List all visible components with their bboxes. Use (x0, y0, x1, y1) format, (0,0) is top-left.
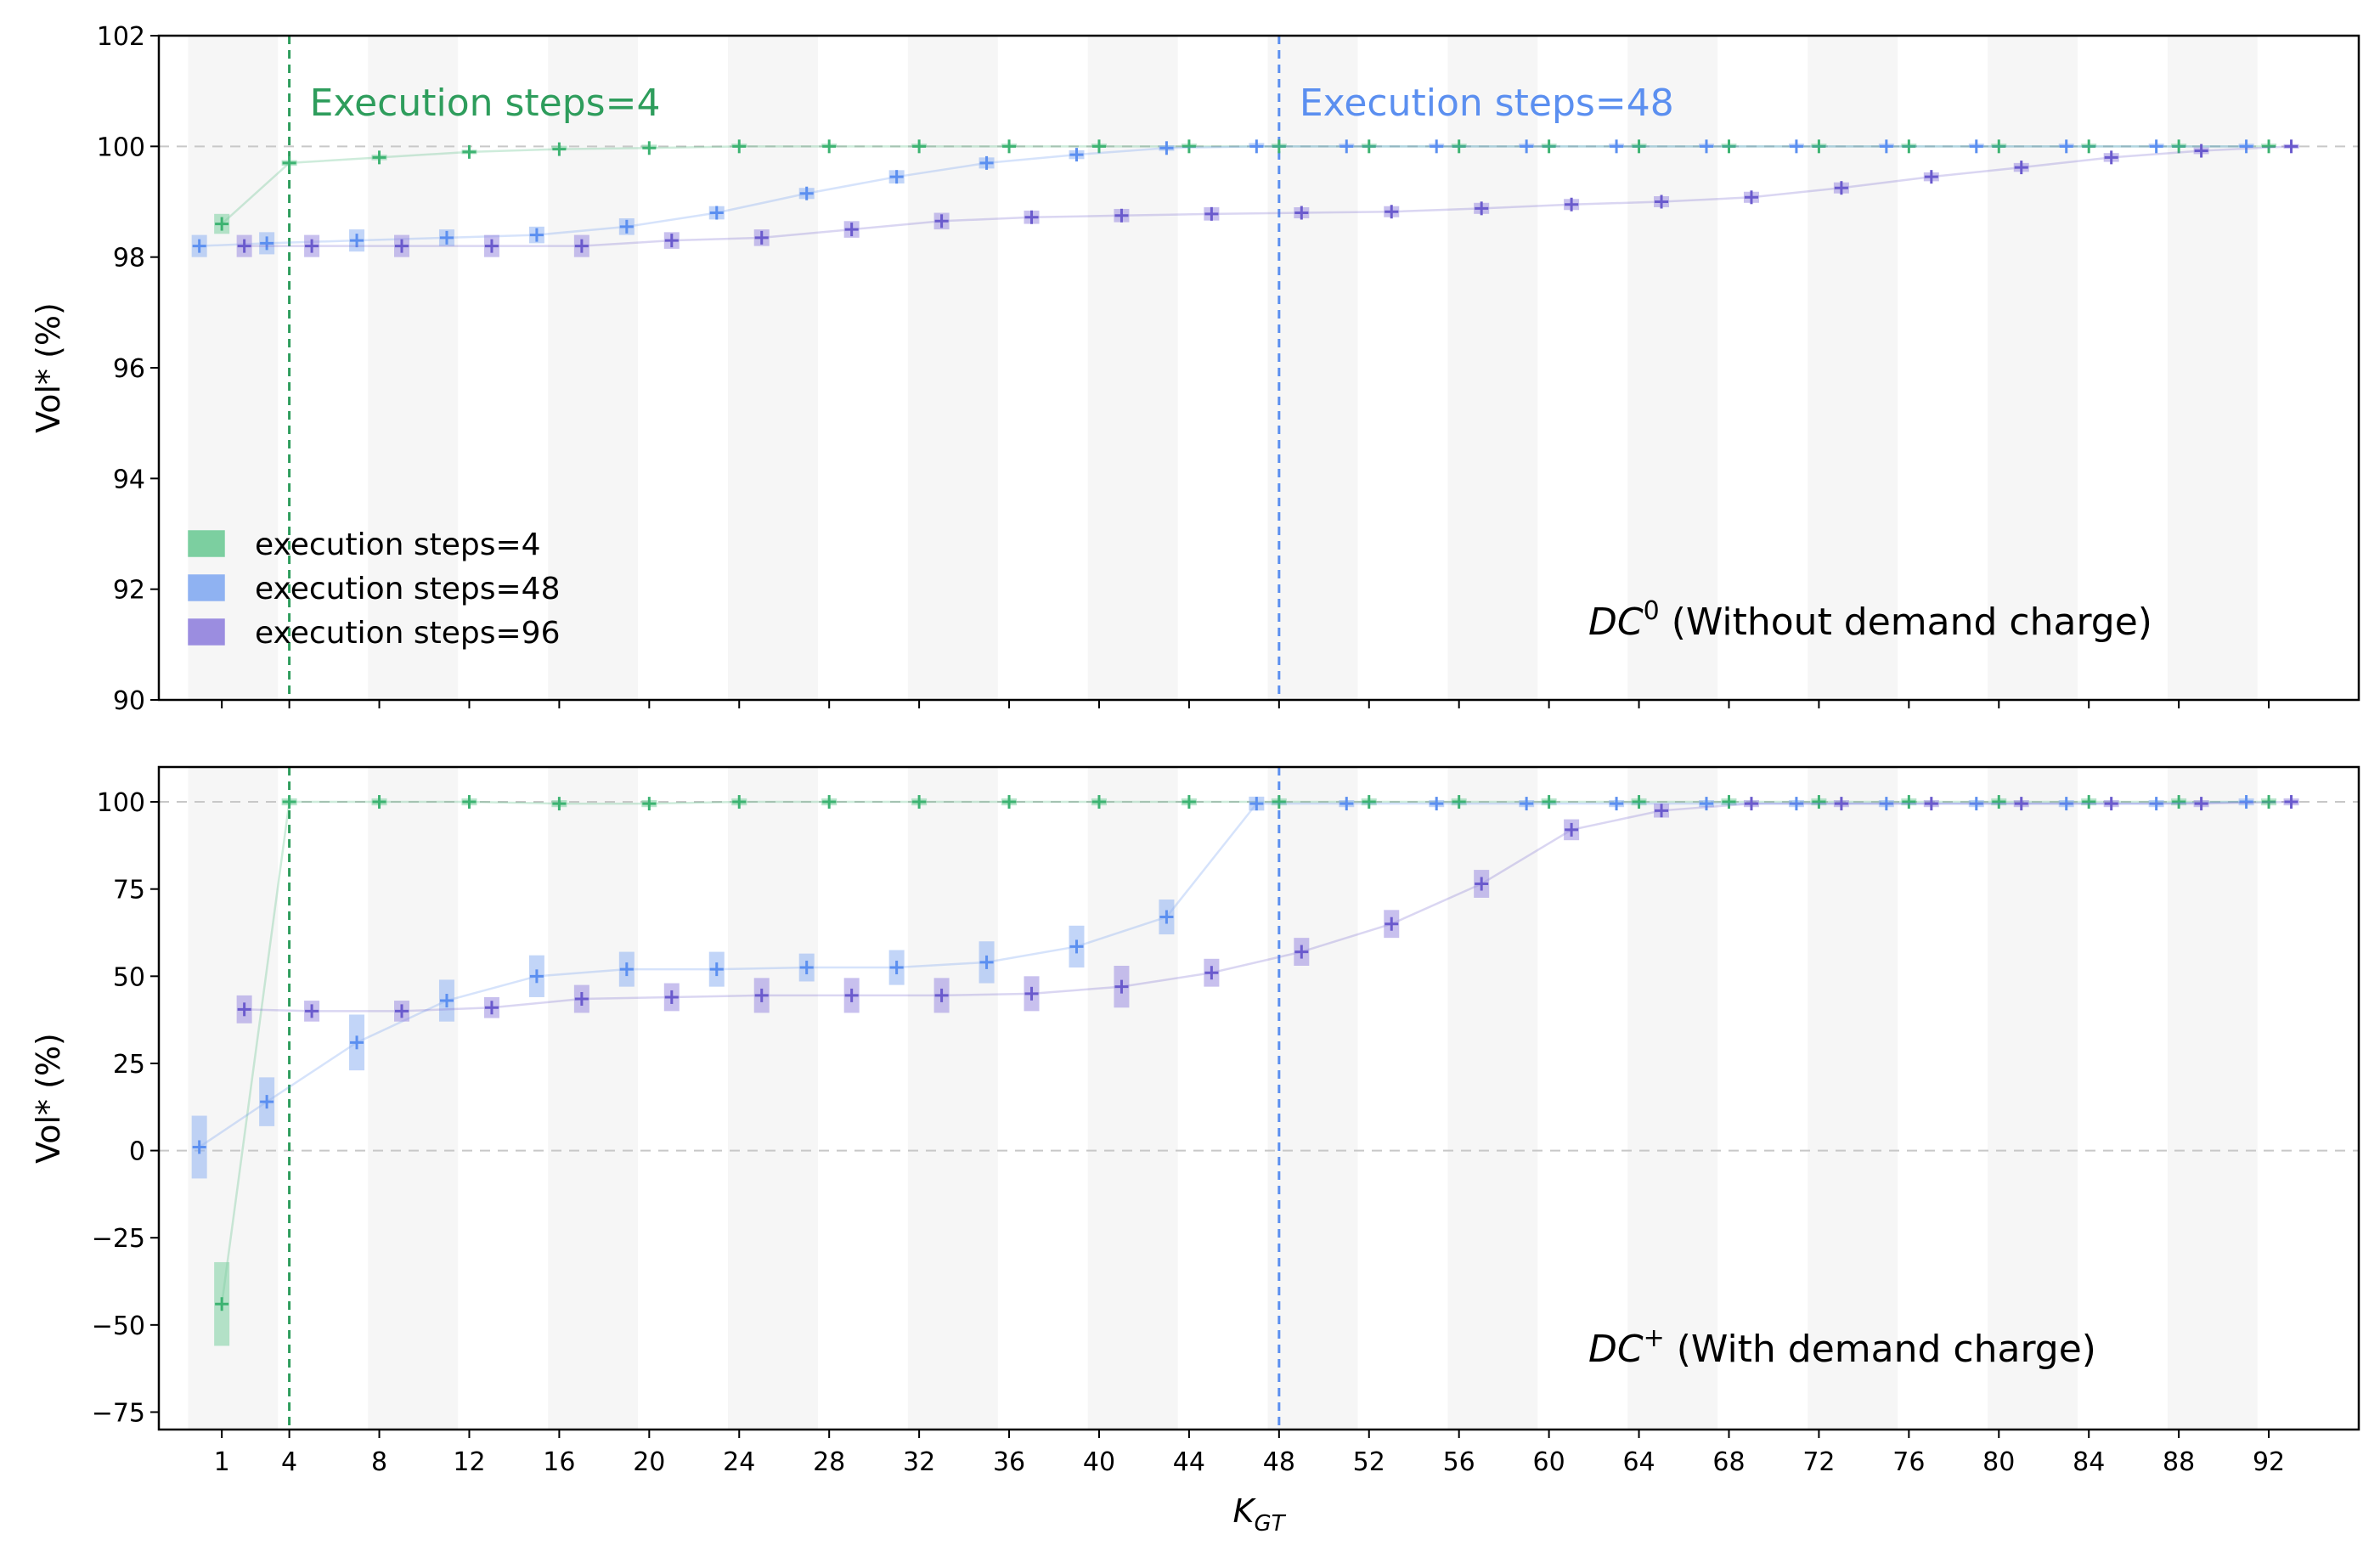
x-tick-label-48: 48 (1263, 1447, 1295, 1477)
x-tick-label-40: 40 (1083, 1447, 1115, 1477)
x-tick-label-68: 68 (1712, 1447, 1745, 1477)
y-tick-label-100: 100 (97, 133, 145, 162)
legend-label-0: execution steps=4 (255, 527, 541, 562)
x-label-main: K (1233, 1492, 1257, 1530)
shaded-band-5 (1087, 767, 1178, 1430)
shaded-band-4 (907, 36, 998, 700)
panel-label-dcplus: DC+ (With demand charge) (1588, 1323, 2096, 1371)
x-tick-label-76: 76 (1892, 1447, 1925, 1477)
panel-label-dc0: DC0 (Without demand charge) (1588, 596, 2152, 644)
x-tick-label-64: 64 (1622, 1447, 1655, 1477)
y-tick-label-50: 50 (113, 962, 145, 992)
x-tick-label-72: 72 (1802, 1447, 1835, 1477)
y-tick-label-25: 25 (113, 1050, 145, 1080)
panel-label-sup: + (1644, 1323, 1665, 1353)
shaded-band-11 (2167, 36, 2258, 700)
series-line-0 (221, 145, 2270, 225)
shaded-band-7 (1447, 767, 1538, 1430)
y-tick-label-92: 92 (113, 576, 145, 606)
panel-label-rest: (Without demand charge) (1660, 601, 2152, 644)
x-tick-label-16: 16 (543, 1447, 575, 1477)
legend-label-2: execution steps=96 (255, 616, 560, 651)
x-tick-label-52: 52 (1353, 1447, 1385, 1477)
x-tick-label-28: 28 (813, 1447, 845, 1477)
shaded-band-5 (1087, 36, 1178, 700)
y-tick-label-98: 98 (113, 244, 145, 274)
shaded-band-3 (728, 767, 818, 1430)
x-tick-label-44: 44 (1173, 1447, 1205, 1477)
vline-label-48: Execution steps=48 (1300, 82, 1674, 125)
x-tick-label-92: 92 (2253, 1447, 2285, 1477)
x-tick-label-56: 56 (1443, 1447, 1475, 1477)
panel-label-main: DC (1588, 601, 1644, 644)
series-line-2 (244, 145, 2292, 247)
x-axis-label: KGT (1233, 1492, 1287, 1537)
y-tick-label-0: 0 (129, 1137, 145, 1167)
plot-frame-bottom (157, 765, 2360, 1431)
x-tick-label-12: 12 (453, 1447, 485, 1477)
x-tick-label-80: 80 (1982, 1447, 2015, 1477)
y-tick-label-94: 94 (113, 465, 145, 494)
shaded-band-3 (728, 36, 818, 700)
y-tick-label-102: 102 (97, 22, 145, 52)
legend-swatch-2 (188, 618, 225, 646)
y-axis-label-bottom: Vol* (%) (30, 1033, 67, 1164)
x-tick-label-88: 88 (2163, 1447, 2195, 1477)
x-tick-label-60: 60 (1533, 1447, 1565, 1477)
legend-swatch-1 (188, 574, 225, 601)
vline-label-4: Execution steps=4 (310, 82, 661, 125)
x-tick-label-32: 32 (903, 1447, 935, 1477)
shaded-band-4 (907, 767, 998, 1430)
y-tick-label-96: 96 (113, 354, 145, 384)
shaded-band-7 (1447, 36, 1538, 700)
y-axis-label-top: Vol* (%) (30, 302, 67, 433)
shaded-band-2 (548, 767, 639, 1430)
panel-label-sup: 0 (1644, 596, 1660, 626)
series-line-1 (199, 145, 2247, 247)
x-label-sub: GT (1254, 1511, 1286, 1537)
series-line-1 (198, 800, 2247, 1148)
shaded-band-1 (368, 767, 459, 1430)
shaded-band-10 (1988, 767, 2078, 1430)
y-tick-label--25: −25 (92, 1224, 145, 1254)
y-tick-label-75: 75 (113, 876, 145, 905)
x-tick-label-24: 24 (723, 1447, 755, 1477)
y-tick-label--75: −75 (92, 1398, 145, 1428)
y-tick-label-90: 90 (113, 686, 145, 716)
panel-label-main: DC (1588, 1328, 1644, 1371)
panel-label-rest: (With demand charge) (1665, 1328, 2096, 1371)
x-tick-label-36: 36 (993, 1447, 1025, 1477)
panel-dc0: 90 92 94 96 98 100 102 Vol* (%) Execution step… (30, 22, 2360, 716)
x-tick-label-20: 20 (633, 1447, 665, 1477)
series-line-2 (244, 800, 2292, 1012)
legend-swatch-0 (188, 530, 225, 557)
shaded-band-2 (548, 36, 639, 700)
shaded-band-6 (1267, 767, 1358, 1430)
y-tick-label-100: 100 (97, 788, 145, 818)
legend-label-1: execution steps=48 (255, 572, 560, 606)
y-tick-label--50: −50 (92, 1311, 145, 1341)
x-tick-label-1: 1 (214, 1447, 230, 1477)
x-tick-label-8: 8 (371, 1447, 387, 1477)
shaded-band-6 (1267, 36, 1358, 700)
shaded-band-8 (1627, 767, 1718, 1430)
x-tick-label-84: 84 (2073, 1447, 2105, 1477)
shaded-band-9 (1808, 767, 1898, 1430)
x-tick-label-4: 4 (281, 1447, 297, 1477)
series-line-0 (220, 800, 2270, 1305)
shaded-band-11 (2167, 767, 2258, 1430)
